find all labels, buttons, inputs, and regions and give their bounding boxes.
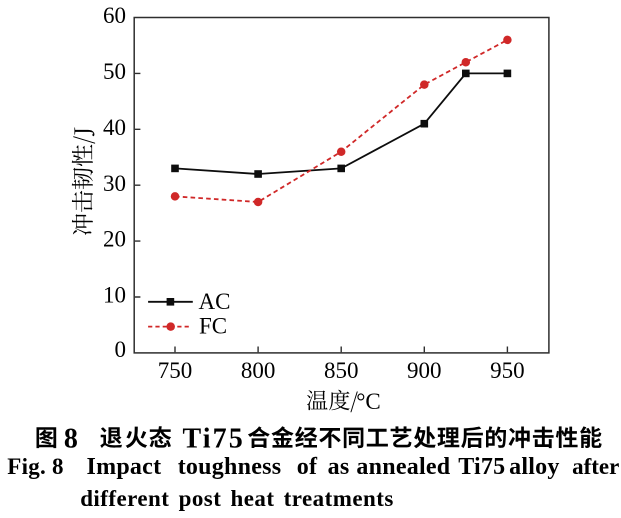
svg-text:annealed: annealed bbox=[356, 454, 450, 480]
svg-text:AC: AC bbox=[199, 289, 231, 314]
svg-text:950: 950 bbox=[490, 358, 525, 383]
svg-text:of: of bbox=[297, 454, 318, 480]
svg-text:as: as bbox=[328, 454, 350, 480]
svg-text:°C: °C bbox=[356, 389, 381, 414]
svg-text:20: 20 bbox=[103, 227, 126, 252]
svg-text:10: 10 bbox=[103, 283, 126, 308]
svg-text:after: after bbox=[572, 454, 619, 479]
svg-text:Ti75: Ti75 bbox=[183, 423, 245, 454]
svg-text:8: 8 bbox=[64, 424, 78, 455]
svg-text:Fig. 8: Fig. 8 bbox=[7, 454, 63, 479]
svg-text:alloy: alloy bbox=[509, 454, 560, 480]
svg-text:30: 30 bbox=[103, 171, 126, 196]
svg-text:900: 900 bbox=[407, 358, 442, 383]
svg-text:750: 750 bbox=[158, 358, 193, 383]
svg-text:800: 800 bbox=[241, 358, 276, 383]
svg-text:0: 0 bbox=[115, 337, 127, 362]
svg-text:60: 60 bbox=[103, 3, 126, 28]
svg-text:toughness: toughness bbox=[178, 454, 282, 480]
svg-text:FC: FC bbox=[199, 314, 227, 339]
svg-text:Impact: Impact bbox=[87, 454, 162, 480]
svg-text:40: 40 bbox=[103, 115, 126, 140]
svg-text:different post heat treatments: different post heat treatments bbox=[80, 486, 394, 511]
svg-text:Ti75: Ti75 bbox=[458, 454, 505, 480]
svg-text:50: 50 bbox=[103, 59, 126, 84]
svg-text:850: 850 bbox=[324, 358, 359, 383]
